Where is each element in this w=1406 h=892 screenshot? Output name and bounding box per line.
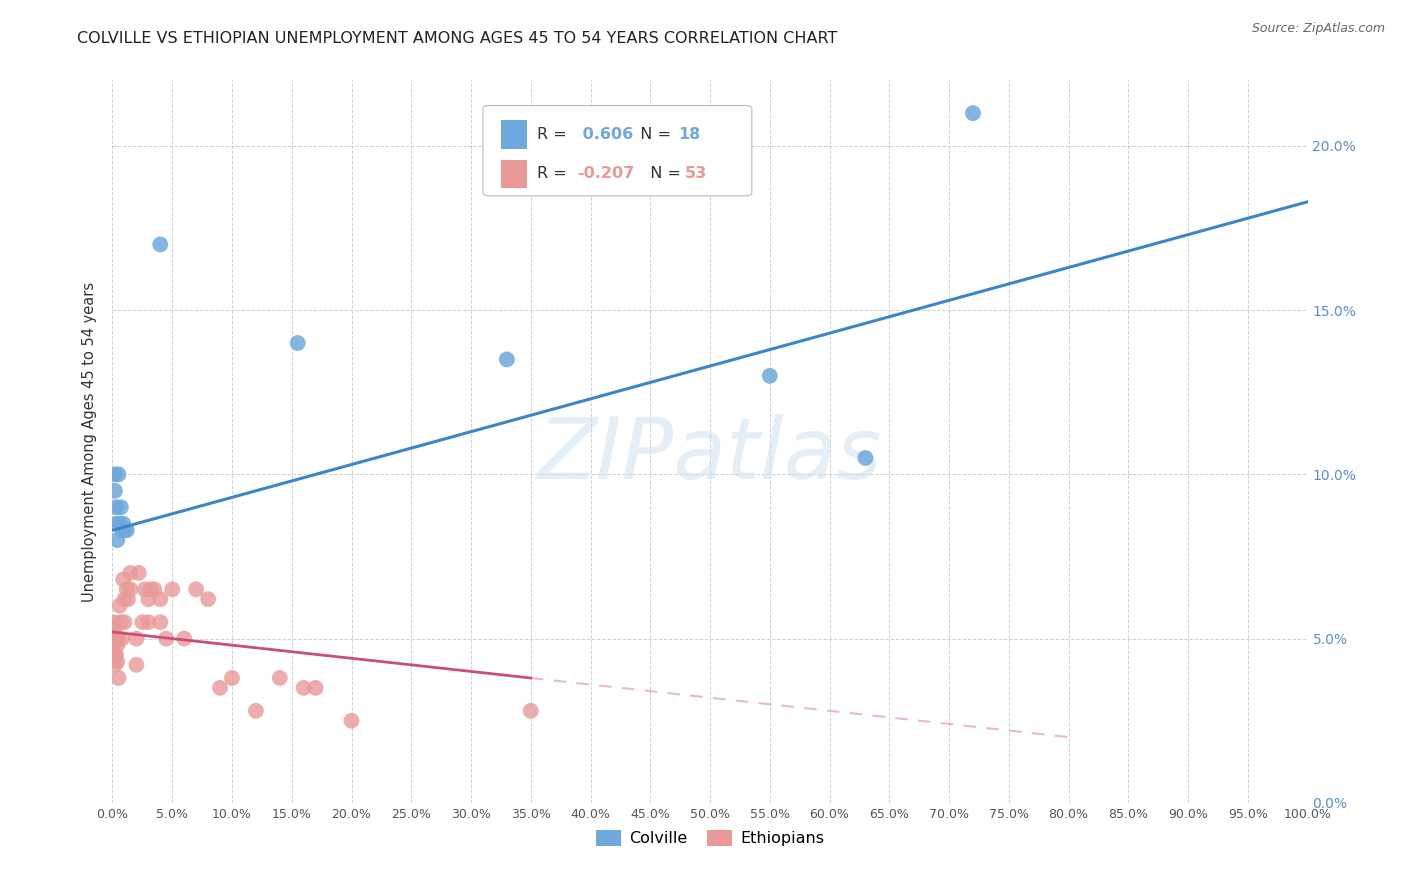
Point (103, 632, 125, 646)
Point (115, 582, 138, 597)
Point (162, 582, 183, 597)
Point (107, 632, 129, 646)
Point (104, 657, 127, 672)
Point (134, 582, 156, 597)
Text: N =: N = (630, 127, 676, 142)
Point (139, 582, 162, 597)
Point (149, 237, 172, 252)
Text: 53: 53 (685, 167, 707, 181)
Point (117, 592, 139, 607)
FancyBboxPatch shape (501, 120, 527, 149)
Point (138, 615, 160, 630)
Point (105, 632, 128, 646)
Point (305, 681, 328, 695)
Y-axis label: Unemployment Among Ages 45 to 54 years: Unemployment Among Ages 45 to 54 years (82, 282, 97, 601)
Point (110, 615, 132, 630)
Point (103, 648, 125, 662)
FancyBboxPatch shape (484, 105, 752, 196)
Point (287, 336, 309, 351)
Point (155, 632, 177, 646)
Text: ZIPatlas: ZIPatlas (538, 415, 882, 498)
Point (759, 368, 782, 383)
Point (496, 352, 519, 367)
Point (292, 681, 315, 695)
Point (143, 582, 166, 597)
Point (520, 704, 543, 718)
Point (103, 638, 125, 652)
Point (120, 582, 142, 597)
Point (108, 599, 131, 613)
Point (103, 632, 125, 646)
Point (105, 638, 128, 652)
Point (112, 573, 135, 587)
Text: -0.207: -0.207 (578, 167, 634, 181)
Point (103, 632, 125, 646)
Text: R =: R = (537, 167, 572, 181)
Point (107, 671, 129, 685)
Point (103, 625, 125, 640)
Point (104, 648, 127, 662)
Point (105, 516, 128, 531)
Point (209, 681, 232, 695)
Point (125, 632, 148, 646)
FancyBboxPatch shape (501, 160, 527, 188)
Point (855, 450, 877, 465)
Point (962, 106, 984, 120)
Point (103, 632, 125, 646)
Point (245, 704, 267, 718)
Point (114, 523, 135, 537)
Point (111, 523, 134, 537)
Legend: Colville, Ethiopians: Colville, Ethiopians (589, 823, 831, 853)
Point (340, 714, 363, 728)
Point (104, 632, 127, 646)
Point (104, 467, 127, 482)
Point (120, 566, 142, 580)
Text: R =: R = (537, 127, 572, 142)
Point (173, 632, 195, 646)
Point (221, 671, 243, 685)
Point (112, 516, 135, 531)
Text: Source: ZipAtlas.com: Source: ZipAtlas.com (1251, 22, 1385, 36)
Point (105, 500, 128, 515)
Text: N =: N = (640, 167, 686, 181)
Point (186, 582, 208, 597)
Point (269, 671, 291, 685)
Point (131, 615, 153, 630)
Point (128, 566, 150, 580)
Point (103, 632, 125, 646)
Point (105, 655, 128, 669)
Point (105, 533, 128, 547)
Point (104, 483, 127, 498)
Point (105, 648, 128, 662)
Point (114, 615, 135, 630)
Point (111, 632, 134, 646)
Point (115, 523, 138, 537)
Text: 18: 18 (678, 127, 700, 142)
Point (197, 592, 219, 607)
Point (108, 516, 131, 531)
Point (103, 622, 125, 636)
Text: 0.606: 0.606 (578, 127, 634, 142)
Point (107, 467, 129, 482)
Point (114, 592, 135, 607)
Point (103, 615, 125, 630)
Point (138, 592, 160, 607)
Text: COLVILLE VS ETHIOPIAN UNEMPLOYMENT AMONG AGES 45 TO 54 YEARS CORRELATION CHART: COLVILLE VS ETHIOPIAN UNEMPLOYMENT AMONG… (77, 31, 838, 46)
Point (110, 500, 132, 515)
Point (149, 615, 172, 630)
Point (149, 592, 172, 607)
Point (125, 657, 148, 672)
